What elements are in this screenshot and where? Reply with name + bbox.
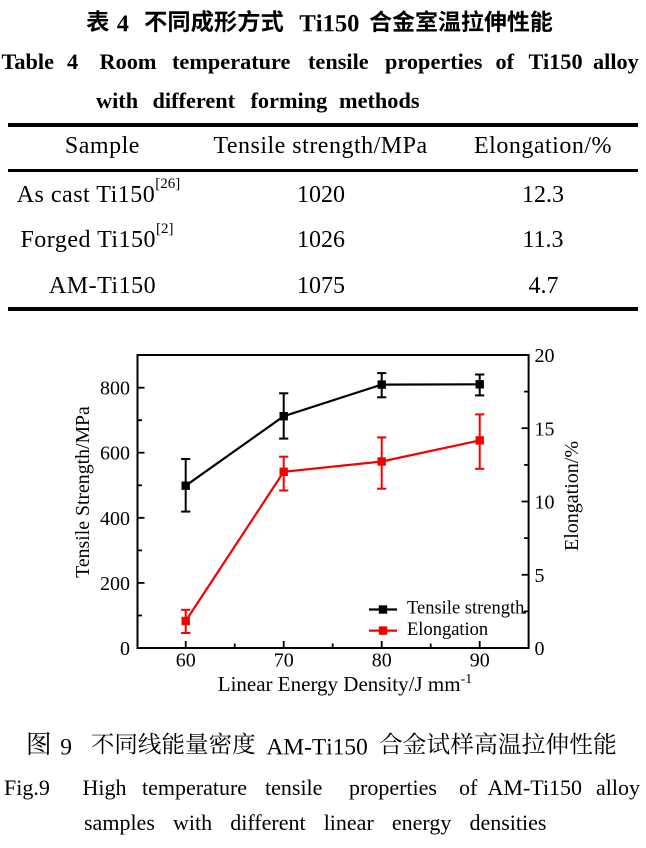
svg-text:Tensile strength: Tensile strength: [407, 599, 524, 619]
svg-text:80: 80: [372, 650, 392, 672]
svg-text:600: 600: [100, 443, 130, 465]
svg-text:90: 90: [470, 650, 490, 672]
svg-text:800: 800: [100, 378, 130, 400]
svg-text:Elongation: Elongation: [407, 620, 488, 640]
svg-text:15: 15: [535, 418, 555, 440]
svg-text:10: 10: [535, 492, 555, 514]
svg-text:60: 60: [176, 650, 196, 672]
svg-text:0: 0: [120, 638, 130, 660]
svg-text:200: 200: [100, 573, 130, 595]
svg-text:20: 20: [535, 345, 555, 367]
svg-text:Elongation/%: Elongation/%: [561, 441, 583, 551]
svg-text:400: 400: [100, 508, 130, 530]
svg-text:0: 0: [535, 638, 545, 660]
svg-text:5: 5: [535, 565, 545, 587]
svg-text:70: 70: [274, 650, 294, 672]
svg-text:Linear Energy Density/J mm-1: Linear Energy Density/J mm-1: [218, 672, 472, 696]
svg-text:Tensile Strength/MPa: Tensile Strength/MPa: [72, 406, 94, 578]
